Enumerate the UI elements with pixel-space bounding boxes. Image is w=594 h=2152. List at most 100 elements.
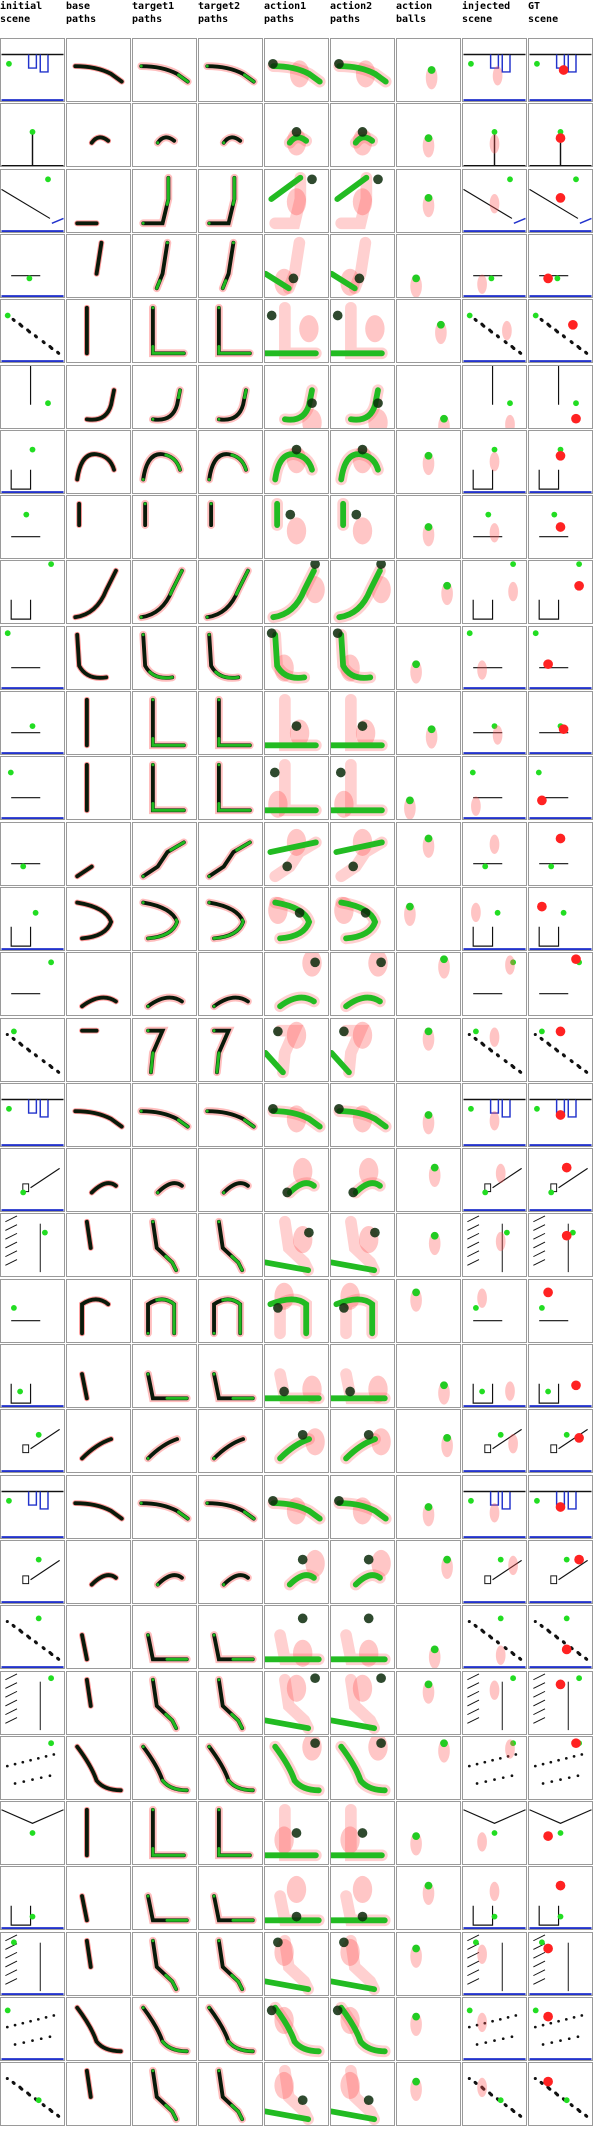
cell-action2 [330, 756, 395, 820]
initial-thumbnail [1, 630, 64, 689]
target1-thumbnail [144, 1631, 191, 1664]
target2-thumbnail [205, 838, 254, 881]
cell-balls [396, 1866, 461, 1930]
red-ball [555, 522, 566, 532]
action2-thumbnail [337, 497, 373, 545]
base-thumbnail [74, 863, 95, 880]
green-ball [503, 1229, 510, 1236]
cell-balls [396, 887, 461, 951]
cell-action1 [264, 1801, 329, 1865]
base-thumbnail [88, 134, 112, 146]
action1-thumbnail [265, 2064, 314, 2125]
cell-injected [462, 1083, 527, 1147]
cell-injected [462, 169, 527, 233]
gt-thumbnail [529, 273, 592, 297]
action1-thumbnail [267, 561, 325, 623]
action2-thumbnail [333, 58, 392, 88]
cell-action2 [330, 952, 395, 1016]
target2-thumbnail [205, 450, 250, 484]
column-label-action1: action1 paths [264, 1, 307, 25]
action-ball [437, 320, 445, 329]
gt-thumbnail [538, 1287, 569, 1322]
action1-thumbnail [265, 1673, 320, 1734]
balls-thumbnail [441, 581, 453, 606]
target2-thumbnail [203, 566, 252, 622]
cell-target1 [132, 299, 197, 363]
cell-base [66, 495, 131, 559]
target1-thumbnail [137, 62, 192, 86]
green-ball [532, 2007, 539, 2014]
balls-thumbnail [428, 1163, 441, 1187]
cell-balls [396, 1279, 461, 1343]
cell-gt [528, 822, 593, 886]
balls-thumbnail [435, 320, 447, 345]
cell-target2 [198, 495, 263, 559]
target2-thumbnail [219, 133, 245, 147]
cell-action1 [264, 169, 329, 233]
red-density [489, 451, 500, 472]
cell-action1 [264, 103, 329, 167]
cell-target1 [132, 365, 197, 429]
green-ball [17, 1388, 24, 1395]
cell-action2 [330, 103, 395, 167]
cell-gt [528, 365, 593, 429]
cell-balls [396, 1213, 461, 1277]
red-density [505, 1739, 515, 1759]
cell-base [66, 887, 131, 951]
target1-thumbnail [152, 238, 172, 293]
cell-injected [462, 495, 527, 559]
red-ball [543, 273, 553, 284]
red-density [492, 725, 503, 745]
green-ball [507, 176, 513, 183]
injected-thumbnail [463, 1163, 526, 1211]
green-ball [532, 630, 539, 637]
balls-thumbnail [410, 2012, 422, 2036]
cell-injected [462, 1997, 527, 2061]
cell-target1 [132, 1866, 197, 1930]
cell-action2 [330, 1605, 395, 1669]
cell-action2 [330, 887, 395, 951]
action1-thumbnail [267, 1103, 326, 1133]
target1-thumbnail [149, 303, 188, 358]
cell-action1 [264, 1083, 329, 1147]
target1-thumbnail [139, 630, 177, 682]
initial-thumbnail [1, 1556, 64, 1603]
action-ball [427, 66, 436, 74]
cell-gt [528, 756, 593, 820]
cell-injected [462, 1018, 527, 1082]
green-ball [497, 2097, 504, 2104]
base-thumbnail [79, 994, 119, 1010]
red-ball [543, 1831, 553, 1841]
cell-target1 [132, 756, 197, 820]
cell-injected [462, 38, 527, 102]
cell-injected [462, 626, 527, 690]
red-density [505, 414, 515, 428]
cell-action2 [330, 234, 395, 298]
green-ball [563, 1556, 570, 1563]
gt-thumbnail [529, 446, 592, 493]
cell-injected [462, 1801, 527, 1865]
cell-action1 [264, 691, 329, 755]
action2-thumbnail [349, 127, 378, 156]
cell-injected [462, 1736, 527, 1800]
target2-thumbnail [205, 898, 248, 943]
gt-thumbnail [529, 1809, 592, 1841]
red-ball [555, 450, 566, 461]
green-ball [472, 1028, 479, 1035]
cell-injected [462, 1866, 527, 1930]
cell-target1 [132, 1671, 197, 1735]
red-ball [555, 1679, 566, 1690]
cell-action1 [264, 626, 329, 690]
cell-injected [462, 1213, 527, 1277]
action1-thumbnail [265, 1613, 325, 1667]
red-ball [571, 1380, 581, 1391]
base-thumbnail [79, 1436, 114, 1462]
action-ball [406, 796, 414, 805]
base-thumbnail [76, 500, 83, 528]
cell-gt [528, 1540, 593, 1604]
action-ball [427, 725, 436, 734]
green-ball [554, 275, 561, 282]
action1-thumbnail [265, 301, 322, 360]
balls-thumbnail [425, 725, 438, 749]
cell-initial [0, 1083, 65, 1147]
